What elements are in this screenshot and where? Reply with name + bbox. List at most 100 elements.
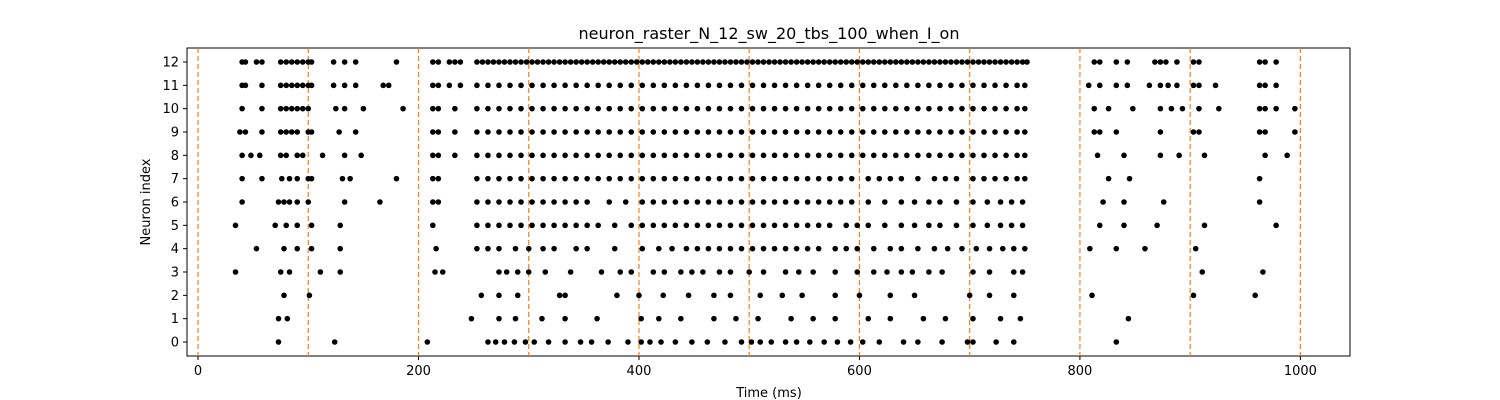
spike-point: [1124, 59, 1131, 65]
spike-point: [793, 339, 800, 345]
spike-point: [727, 292, 734, 299]
spike-point: [953, 222, 960, 229]
spike-point: [281, 245, 287, 252]
spike-point: [540, 59, 546, 65]
spike-point: [1165, 82, 1171, 89]
spike-point: [804, 245, 811, 252]
spike-point: [1105, 175, 1112, 182]
spike-point: [639, 129, 646, 135]
spike-point: [700, 269, 706, 275]
spike-point: [854, 269, 861, 275]
spike-point: [485, 59, 491, 65]
spike-point: [308, 59, 315, 65]
spike-point: [854, 222, 861, 229]
spike-point: [915, 82, 921, 89]
spike-point: [605, 339, 611, 345]
spike-point: [501, 59, 508, 65]
spike-point: [562, 222, 568, 229]
spike-point: [970, 339, 976, 345]
spike-point: [573, 152, 579, 159]
spike-point: [1256, 59, 1263, 65]
spike-point: [656, 245, 662, 252]
spike-point: [893, 129, 899, 135]
spike-point: [337, 245, 344, 252]
spike-point: [639, 175, 646, 182]
spike-point: [283, 152, 290, 159]
spike-point: [1019, 199, 1026, 205]
spike-point: [452, 105, 458, 112]
spike-point: [299, 105, 306, 112]
spike-point: [799, 292, 805, 299]
spike-point: [915, 105, 921, 112]
spike-point: [507, 175, 513, 182]
spike-point: [744, 59, 750, 65]
spike-point: [716, 222, 723, 229]
spike-point: [617, 105, 624, 112]
spike-point: [478, 292, 485, 299]
spike-point: [1152, 59, 1158, 65]
spike-point: [738, 222, 745, 229]
spike-point: [1262, 59, 1268, 65]
spike-point: [749, 82, 756, 89]
spike-point: [859, 152, 866, 159]
spike-point: [716, 152, 723, 159]
spike-point: [661, 152, 668, 159]
spike-point: [1174, 82, 1180, 89]
spike-point: [926, 129, 932, 135]
spike-point: [915, 339, 921, 345]
y-tick-label: 11: [162, 79, 179, 94]
spike-point: [837, 175, 844, 182]
spike-point: [799, 59, 805, 65]
spike-point: [1003, 82, 1009, 89]
spike-point: [815, 245, 822, 252]
spike-point: [1154, 222, 1160, 229]
spike-point: [870, 269, 877, 275]
spike-point: [997, 222, 1004, 229]
spike-point: [299, 82, 306, 89]
spike-point: [496, 59, 502, 65]
spike-point: [870, 245, 877, 252]
spike-point: [551, 222, 557, 229]
spike-point: [970, 175, 976, 182]
spike-point: [887, 245, 894, 252]
spike-point: [514, 292, 521, 299]
spike-point: [507, 82, 513, 89]
spike-point: [826, 175, 833, 182]
spike-point: [970, 222, 976, 229]
y-tick-label: 8: [171, 149, 179, 164]
spike-point: [639, 222, 646, 229]
spike-point: [474, 129, 480, 135]
spike-point: [926, 59, 932, 65]
spike-point: [1019, 222, 1026, 229]
spike-point: [446, 59, 453, 65]
spike-point: [551, 152, 557, 159]
spike-point: [435, 199, 442, 205]
spike-point: [1292, 129, 1298, 135]
spike-point: [826, 222, 833, 229]
spike-point: [859, 82, 866, 89]
spike-point: [306, 292, 313, 299]
spike-point: [727, 105, 734, 112]
spike-point: [788, 59, 794, 65]
spike-point: [1022, 105, 1028, 112]
spike-point: [815, 105, 822, 112]
spike-point: [970, 199, 976, 205]
spike-point: [529, 59, 535, 65]
spike-point: [639, 152, 646, 159]
spike-point: [352, 82, 359, 89]
spike-point: [595, 105, 601, 112]
spike-point: [959, 129, 965, 135]
spike-markers: [232, 59, 1298, 345]
spike-point: [981, 82, 987, 89]
spike-point: [672, 222, 679, 229]
spike-point: [939, 269, 945, 275]
spike-point: [562, 339, 568, 345]
spike-point: [832, 315, 838, 322]
spike-point: [749, 175, 756, 182]
spike-point: [683, 222, 690, 229]
spike-point: [341, 82, 348, 89]
spike-point: [242, 59, 249, 65]
spike-point: [672, 175, 679, 182]
spike-point: [771, 129, 778, 135]
spike-point: [259, 175, 265, 182]
